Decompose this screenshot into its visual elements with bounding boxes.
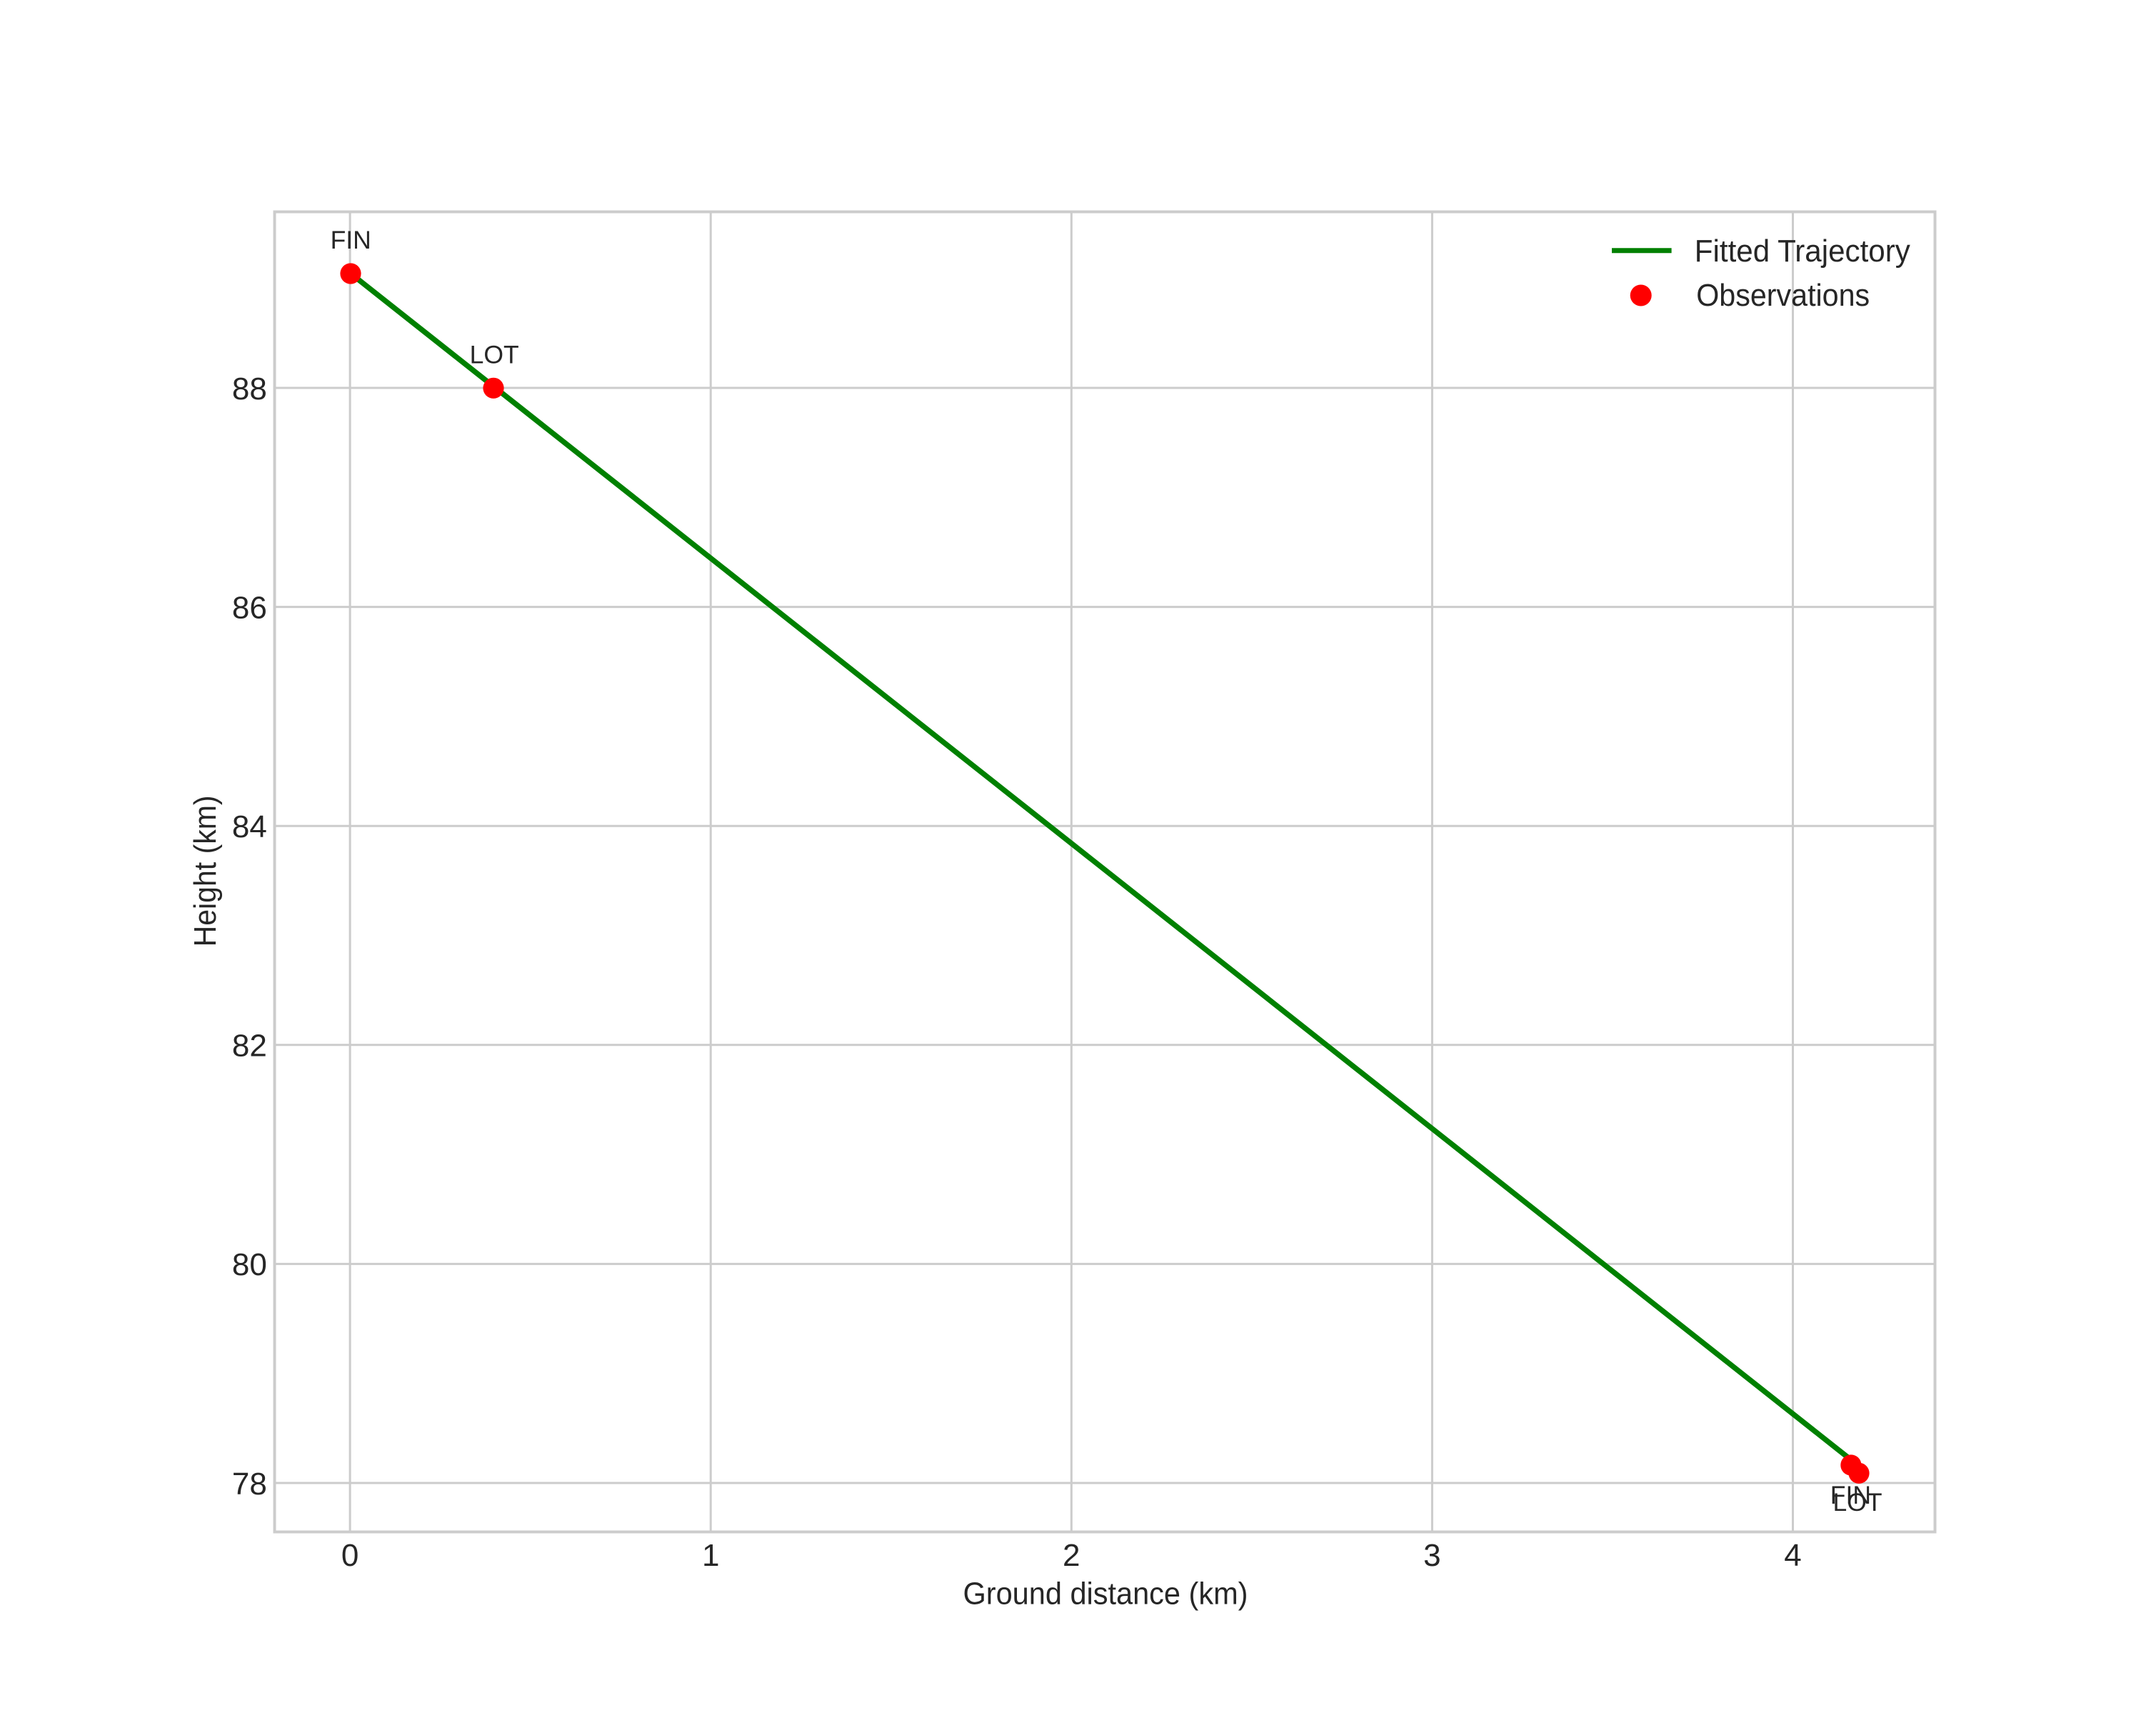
svg-text:Height (km): Height (km) [188, 795, 223, 947]
svg-text:1: 1 [702, 1538, 719, 1573]
svg-text:FIN: FIN [331, 226, 371, 254]
svg-text:86: 86 [232, 590, 267, 625]
svg-text:0: 0 [341, 1538, 359, 1573]
svg-text:FIN: FIN [1830, 1481, 1871, 1509]
svg-text:Observations: Observations [1696, 278, 1870, 313]
svg-text:LOT: LOT [1832, 1488, 1882, 1517]
svg-text:3: 3 [1423, 1538, 1440, 1573]
svg-text:82: 82 [232, 1029, 267, 1064]
svg-text:Ground distance (km): Ground distance (km) [963, 1577, 1248, 1612]
svg-text:Fitted Trajectory: Fitted Trajectory [1695, 234, 1910, 269]
svg-text:78: 78 [232, 1467, 267, 1502]
svg-text:LOT: LOT [470, 340, 519, 369]
svg-text:84: 84 [232, 809, 267, 844]
svg-text:2: 2 [1063, 1538, 1080, 1573]
svg-text:4: 4 [1784, 1538, 1801, 1573]
svg-text:80: 80 [232, 1247, 267, 1282]
svg-text:88: 88 [232, 371, 267, 406]
